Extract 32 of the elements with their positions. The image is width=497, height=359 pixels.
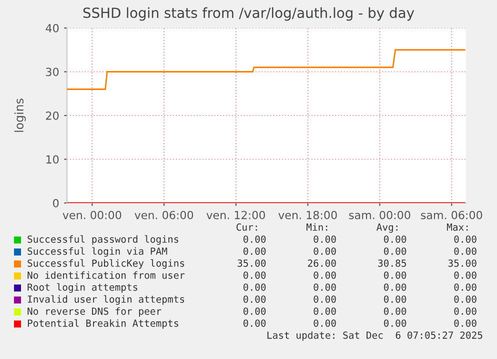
x-tick-label: ven. 06:00 [134, 210, 194, 220]
text: 35.00 26.00 30.85 35.00 [238, 259, 476, 267]
text: 0.00 0.00 0.00 0.00 [244, 247, 476, 255]
y-tick-label: 20 [46, 111, 59, 120]
legend-label: Successful PublicKey logins [28, 259, 184, 269]
y-tick-label: 30 [46, 68, 59, 76]
x-tick-label: ven. 00:00 [62, 210, 122, 220]
text: 0.00 0.00 0.00 0.00 [244, 319, 476, 327]
chart-title: SSHD login stats from /var/log/auth.log - by day [83, 7, 414, 21]
legend-label: No identification from user [28, 271, 185, 279]
legend-label: Successful password logins [28, 235, 178, 245]
legend-label: Successful login via PAM [28, 247, 168, 257]
x-tick-label: sam. 00:00 [349, 210, 410, 220]
line-series [67, 49, 466, 90]
legend-label: Invalid user login attepmts [28, 295, 184, 305]
y-tick-label: 40 [46, 24, 59, 32]
text: 0.00 0.00 0.00 0.00 [244, 295, 476, 303]
text: 0.00 0.00 0.00 0.00 [244, 283, 476, 291]
x-tick-label: ven. 18:00 [278, 210, 337, 220]
legend-label: No reverse DNS for peer [28, 307, 162, 317]
text: 0.00 0.00 0.00 0.00 [244, 271, 476, 279]
text: Last update: Sat Dec 6 07:05:27 2025 [267, 331, 482, 341]
y-tick-label: 0 [53, 198, 59, 208]
y-axis-title: logins [14, 98, 26, 132]
legend-label: Potential Breakin Attempts [28, 319, 178, 329]
text: 0.00 0.00 0.00 0.00 [244, 235, 476, 243]
x-tick-label: sam. 06:00 [420, 210, 482, 220]
text: Cur: Min: Avg: Max: [236, 223, 468, 233]
text: 0.00 0.00 0.00 0.00 [244, 307, 476, 315]
legend-label: Root login attempts [28, 283, 138, 293]
x-tick-label: ven. 12:00 [206, 210, 265, 220]
y-tick-label: 10 [46, 155, 59, 164]
